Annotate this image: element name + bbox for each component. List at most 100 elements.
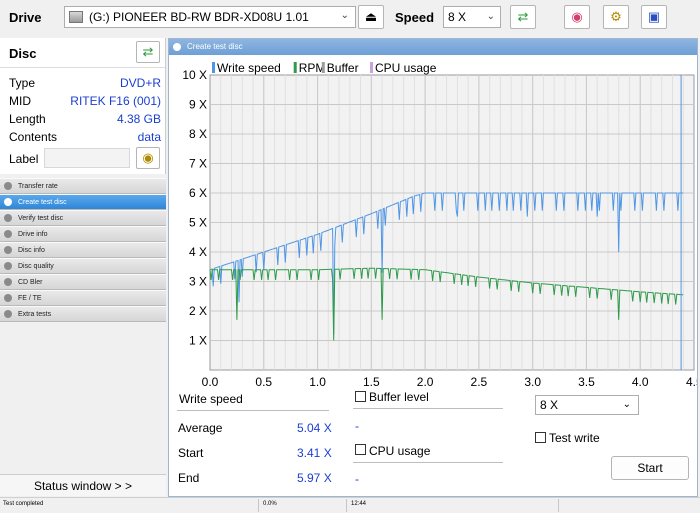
drive-value: (G:) PIONEER BD-RW BDR-XD08U 1.01 bbox=[89, 10, 309, 24]
start-button[interactable]: Start bbox=[611, 456, 689, 480]
write-speed-chart: 1 X 2 X 3 X 4 X 5 X 6 X 7 X 8 X 9 X 10 X 0.0 0.5 1.0… bbox=[182, 61, 697, 389]
test-cd-bler[interactable]: CD Bler bbox=[0, 274, 166, 290]
disc-value: DVD+R bbox=[119, 76, 161, 90]
test-write-checkbox[interactable] bbox=[535, 432, 546, 443]
y-tick-label: 10 X bbox=[182, 68, 207, 82]
end-label: End bbox=[178, 471, 200, 485]
disc-key: Contents bbox=[9, 130, 58, 144]
rpm-line bbox=[209, 267, 684, 341]
average-label: Average bbox=[178, 421, 223, 435]
divider bbox=[558, 499, 559, 512]
legend-label: Buffer bbox=[327, 61, 359, 75]
status-progress: 0.0% bbox=[263, 501, 277, 507]
test-icon bbox=[4, 294, 12, 302]
y-tick-label: 5 X bbox=[189, 216, 207, 230]
test-label: Extra tests bbox=[18, 310, 52, 318]
y-tick-label: 7 X bbox=[189, 157, 207, 171]
x-tick-label: 1.0 bbox=[309, 375, 326, 389]
test-label: Create test disc bbox=[18, 198, 67, 206]
write-mode-select[interactable]: 8 X ⌄ bbox=[535, 395, 639, 415]
disc-title: Disc bbox=[9, 46, 37, 61]
x-tick-label: 3.0 bbox=[524, 375, 541, 389]
y-tick-label: 9 X bbox=[189, 98, 207, 112]
drive-select[interactable]: (G:) PIONEER BD-RW BDR-XD08U 1.01 ⌄ bbox=[64, 6, 356, 28]
label-icon: ◉ bbox=[142, 150, 154, 165]
test-drive-info[interactable]: Drive info bbox=[0, 226, 166, 242]
test-label: Verify test disc bbox=[18, 214, 64, 222]
test-icon bbox=[4, 278, 12, 286]
cpu-usage-label: CPU usage bbox=[369, 444, 431, 458]
test-fe-te[interactable]: FE / TE bbox=[0, 290, 166, 306]
x-tick-label: 0.5 bbox=[255, 375, 272, 389]
write-speed-line bbox=[209, 192, 684, 335]
left-panel: Disc ⇄ Type DVD+R MID RITEK F16 (001) Le… bbox=[0, 38, 166, 497]
test-icon bbox=[4, 230, 12, 238]
status-time: 12:44 bbox=[351, 501, 367, 507]
speed-select[interactable]: 8 X ⌄ bbox=[443, 6, 501, 28]
main-panel: Create test disc 1 X 2 X 3 X 4 X 5 X 6 X 7 X 8 … bbox=[168, 38, 698, 497]
save-button[interactable]: ▣ bbox=[641, 5, 667, 29]
disc-key: MID bbox=[9, 94, 31, 108]
x-tick-label: 2.0 bbox=[417, 375, 434, 389]
cpu-usage-checkbox[interactable] bbox=[355, 444, 366, 455]
test-extra-tests[interactable]: Extra tests bbox=[0, 306, 166, 322]
drive-icon bbox=[69, 11, 83, 23]
legend-label: RPM bbox=[299, 61, 326, 75]
speed-value: 8 X bbox=[448, 10, 467, 24]
test-icon bbox=[4, 246, 12, 254]
test-disc-info[interactable]: Disc info bbox=[0, 242, 166, 258]
x-tick-label: 2.5 bbox=[471, 375, 488, 389]
legend-swatch bbox=[212, 62, 215, 73]
test-list: Transfer rate Create test disc Verify te… bbox=[0, 178, 166, 322]
disc-row-mid: MID RITEK F16 (001) bbox=[9, 94, 161, 112]
test-label: Disc quality bbox=[18, 262, 54, 270]
y-tick-label: 6 X bbox=[189, 186, 207, 200]
disc-key: Type bbox=[9, 76, 36, 90]
disc-header: Disc ⇄ bbox=[0, 38, 165, 68]
test-transfer-rate[interactable]: Transfer rate bbox=[0, 178, 166, 194]
disc-value: 4.38 GB bbox=[116, 112, 161, 126]
disc-value: data bbox=[137, 130, 161, 144]
divider bbox=[177, 410, 329, 411]
test-label: Transfer rate bbox=[18, 182, 58, 190]
disc-info-box: Disc ⇄ Type DVD+R MID RITEK F16 (001) Le… bbox=[0, 38, 166, 174]
gear-icon: ⚙ bbox=[610, 9, 622, 24]
test-icon bbox=[4, 182, 12, 190]
y-tick-label: 2 X bbox=[189, 304, 207, 318]
disc-refresh-button[interactable]: ⇄ bbox=[136, 41, 160, 63]
erase-button[interactable]: ◉ bbox=[564, 5, 590, 29]
panel-icon bbox=[173, 43, 181, 51]
options-button[interactable]: ⚙ bbox=[603, 5, 629, 29]
refresh-speed-button[interactable]: ⇄ bbox=[510, 5, 536, 29]
test-create-test-disc[interactable]: Create test disc bbox=[0, 194, 166, 210]
cpu-usage-value: - bbox=[355, 472, 359, 486]
chevron-down-icon: ⌄ bbox=[622, 399, 631, 410]
legend-swatch bbox=[293, 62, 297, 73]
x-tick-label: 4.0 bbox=[632, 375, 649, 389]
status-window-button[interactable]: Status window > > bbox=[0, 474, 166, 496]
buffer-level-checkbox[interactable] bbox=[355, 391, 366, 402]
test-icon bbox=[4, 198, 12, 206]
test-verify-test-disc[interactable]: Verify test disc bbox=[0, 210, 166, 226]
y-tick-label: 4 X bbox=[189, 245, 207, 259]
panel-title: Create test disc bbox=[187, 42, 243, 51]
x-tick-label: 3.5 bbox=[578, 375, 595, 389]
label-key: Label bbox=[9, 152, 39, 166]
write-mode-value: 8 X bbox=[540, 398, 559, 412]
save-icon: ▣ bbox=[647, 9, 661, 24]
divider bbox=[353, 462, 503, 463]
eject-icon: ⏏ bbox=[364, 9, 378, 24]
x-tick-label: 4.5 GB bbox=[686, 375, 697, 389]
label-button[interactable]: ◉ bbox=[136, 147, 160, 169]
disc-row-contents: Contents data bbox=[9, 130, 161, 148]
label-input[interactable] bbox=[44, 148, 130, 168]
test-disc-quality[interactable]: Disc quality bbox=[0, 258, 166, 274]
buffer-level-value: - bbox=[355, 419, 359, 433]
test-label: Drive info bbox=[18, 230, 48, 238]
eject-button[interactable]: ⏏ bbox=[358, 5, 384, 29]
disc-value: RITEK F16 (001) bbox=[70, 94, 161, 108]
speed-label: Speed bbox=[395, 10, 435, 25]
disc-key: Length bbox=[9, 112, 46, 126]
divider bbox=[346, 499, 347, 512]
test-label: CD Bler bbox=[18, 278, 43, 286]
